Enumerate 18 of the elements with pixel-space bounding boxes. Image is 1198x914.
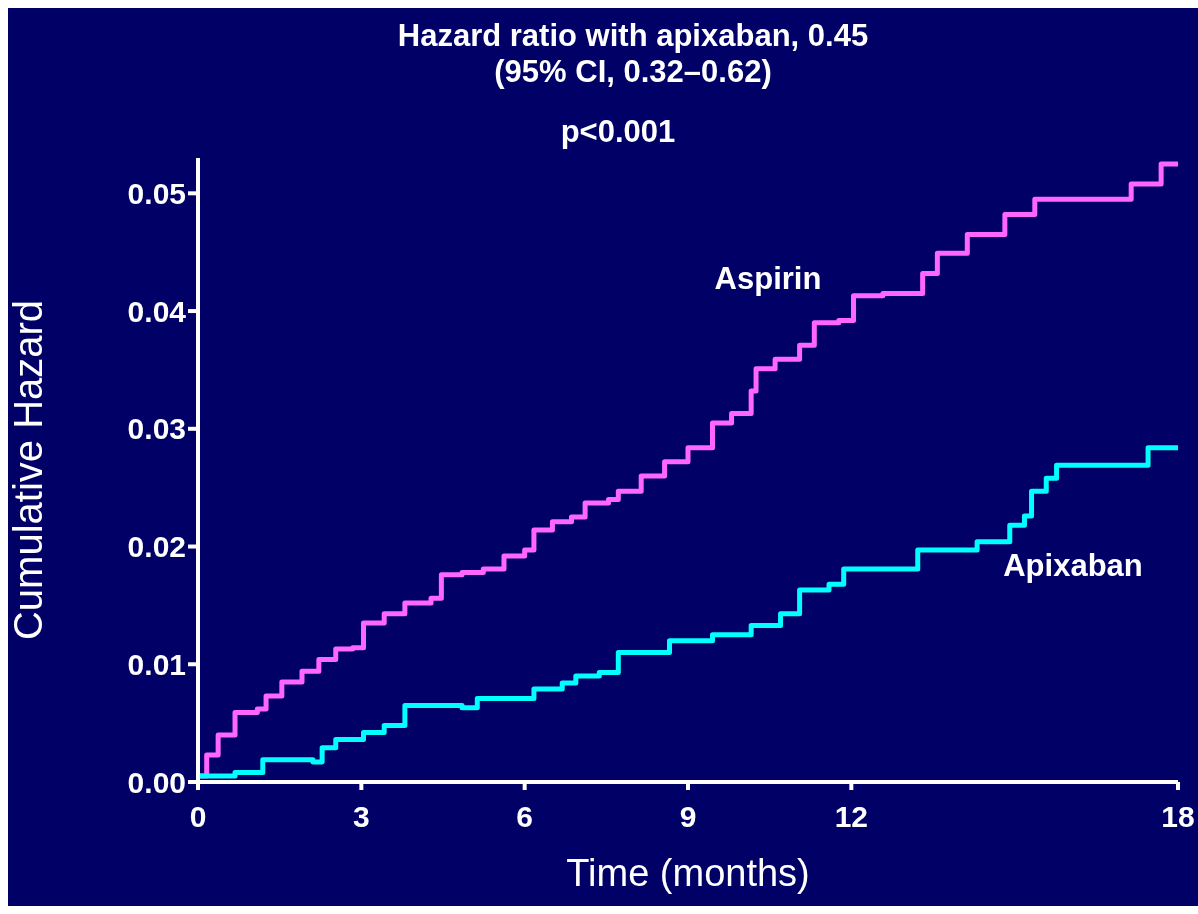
y-tick-label: 0.00 [127, 765, 186, 799]
series-label: Aspirin [714, 260, 822, 296]
chart-title: Hazard ratio with apixaban, 0.45 (95% CI, 0.32–0.62) [396, 18, 870, 90]
x-tick-label: 6 [516, 800, 534, 834]
chart-subtitle: p<0.001 [559, 114, 677, 150]
y-tick-label: 0.01 [127, 647, 186, 681]
y-tick-label: 0.05 [127, 176, 186, 210]
x-tick-label: 0 [189, 800, 207, 834]
x-tick-label: 18 [1161, 800, 1195, 834]
x-tick-label: 9 [679, 800, 697, 834]
x-tick-label: 3 [352, 800, 370, 834]
y-axis-title: Cumulative Hazard [6, 299, 51, 641]
x-axis-title: Time (months) [566, 852, 810, 894]
y-tick-label: 0.04 [127, 294, 187, 328]
series-label: Apixaban [1003, 547, 1143, 583]
y-tick-label: 0.02 [127, 530, 186, 564]
x-tick-label: 12 [834, 800, 869, 834]
y-tick-label: 0.03 [127, 412, 186, 446]
